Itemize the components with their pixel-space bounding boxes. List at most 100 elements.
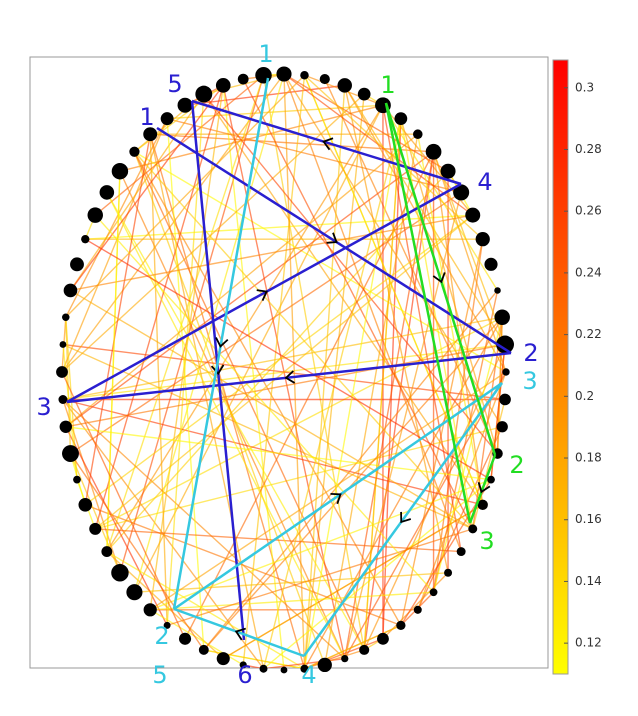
edge (432, 151, 506, 345)
colorbar-tick-label: 0.12 (575, 636, 602, 650)
node (143, 127, 158, 142)
arrow (284, 370, 296, 384)
edge (242, 78, 474, 530)
edge (133, 73, 285, 593)
colorbar-tick-label: 0.14 (575, 574, 602, 588)
node (73, 475, 81, 484)
edge (283, 73, 449, 172)
node (502, 368, 510, 376)
edge (84, 214, 474, 506)
colorbar-tick-label: 0.16 (575, 512, 602, 526)
node (177, 97, 193, 113)
arrow (432, 272, 446, 284)
node-label: 1 (258, 40, 273, 68)
colorbar-tick-label: 0.18 (575, 451, 602, 465)
node (477, 499, 488, 510)
node (496, 335, 515, 354)
node-label: 2 (523, 339, 538, 367)
edge (432, 290, 499, 593)
colorbar-tick-label: 0.28 (575, 142, 602, 156)
edge (61, 93, 365, 373)
edge (303, 94, 365, 668)
node (341, 654, 349, 663)
edge (65, 74, 305, 318)
edge (106, 192, 346, 659)
node (394, 112, 408, 126)
node (300, 664, 309, 673)
edge (70, 191, 462, 455)
colorbar-tick-label: 0.24 (575, 265, 602, 279)
node-label: 6 (237, 661, 252, 689)
edge (262, 118, 402, 668)
edge (150, 591, 434, 611)
edge (166, 118, 205, 650)
node (59, 341, 67, 348)
node (468, 524, 478, 534)
edge (149, 133, 306, 668)
node-label: 3 (522, 367, 537, 395)
edge (70, 214, 473, 292)
node (496, 421, 508, 433)
edge (65, 426, 492, 481)
edge (283, 73, 306, 668)
node-label: 1 (380, 71, 395, 99)
edge (84, 134, 151, 505)
node (178, 632, 192, 645)
arrow (215, 337, 229, 348)
edge (184, 151, 435, 640)
node (456, 547, 466, 557)
path-edge (384, 102, 472, 524)
edge (149, 134, 168, 626)
node (63, 283, 78, 298)
path-edge (190, 100, 246, 641)
edge (432, 151, 484, 505)
node (337, 78, 352, 93)
edge (84, 238, 492, 481)
node (237, 73, 249, 85)
node (126, 584, 143, 601)
node (163, 621, 171, 629)
node (440, 163, 456, 179)
edge (149, 134, 265, 668)
edge (150, 133, 434, 153)
edge (106, 75, 265, 552)
edge (94, 214, 474, 530)
node (413, 129, 423, 139)
node (111, 163, 129, 180)
node (62, 313, 70, 321)
colorbar-tick-label: 0.22 (575, 327, 602, 341)
node (429, 588, 438, 597)
edge (69, 453, 205, 651)
arrow (322, 137, 334, 151)
node-label: 2 (154, 622, 169, 650)
colorbar-tick-label: 0.26 (575, 204, 602, 218)
node (487, 475, 495, 484)
edge (65, 426, 168, 626)
node (101, 546, 113, 558)
node (465, 207, 481, 223)
node-label: 3 (479, 527, 494, 555)
edge (61, 118, 168, 373)
node-label: 1 (139, 103, 154, 131)
node (143, 603, 157, 617)
node (56, 366, 68, 378)
path-edge (302, 382, 504, 657)
node (425, 143, 442, 160)
edge (134, 572, 449, 593)
edge (303, 85, 346, 668)
path-edge (66, 182, 462, 404)
arrow (234, 627, 247, 641)
node-label: 5 (167, 70, 182, 98)
node (444, 568, 453, 577)
edge (106, 171, 121, 552)
node (89, 522, 102, 535)
edge (167, 104, 383, 120)
node (317, 657, 332, 673)
arrow (330, 492, 342, 505)
edge (70, 289, 474, 530)
edge (344, 151, 435, 659)
edge (303, 118, 402, 668)
node (111, 564, 129, 582)
node (300, 71, 309, 80)
